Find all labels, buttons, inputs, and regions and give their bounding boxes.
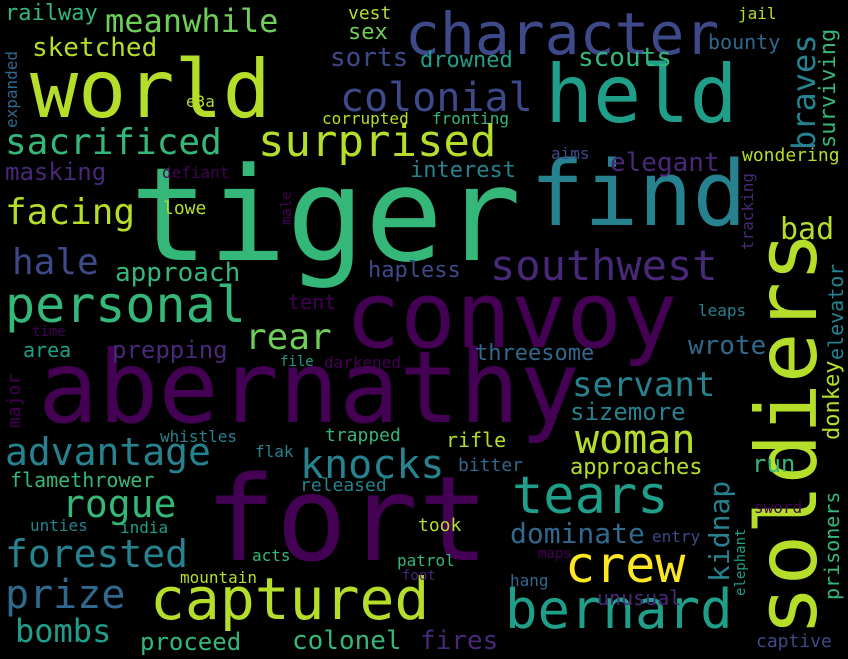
word-advantage: advantage — [5, 430, 211, 474]
word-hang: hang — [510, 571, 549, 590]
word-sword: sword — [754, 498, 803, 517]
word-abernathy: abernathy — [38, 329, 580, 446]
word-e3a: e3a — [186, 92, 215, 111]
word-threesome: threesome — [475, 341, 595, 366]
word-aims: aims — [551, 144, 590, 163]
word-patrol: patrol — [397, 551, 455, 570]
word-fronting: fronting — [432, 109, 510, 128]
word-rear: rear — [245, 317, 332, 358]
word-flak: flak — [255, 442, 294, 461]
word-darkened: darkened — [324, 353, 402, 372]
word-knocks: knocks — [300, 442, 445, 488]
word-bounty: bounty — [708, 30, 781, 54]
word-tears: tears — [512, 466, 669, 526]
word-sorts: sorts — [330, 43, 409, 73]
word-scouts: scouts — [578, 43, 672, 73]
word-fires: fires — [420, 626, 499, 656]
word-corrupted: corrupted — [322, 109, 409, 128]
word-area: area — [23, 338, 72, 362]
word-sex: sex — [348, 20, 388, 45]
word-wondering: wondering — [742, 145, 840, 166]
word-captured: captured — [150, 565, 430, 633]
word-male: male — [279, 191, 295, 225]
word-wrote: wrote — [688, 331, 767, 361]
word-maps: maps — [538, 546, 572, 562]
word-whistles: whistles — [160, 427, 238, 446]
word-captive: captive — [756, 631, 832, 652]
word-meanwhile: meanwhile — [105, 2, 279, 40]
word-masking: masking — [5, 158, 107, 186]
word-tiger: tiger — [130, 139, 522, 291]
word-sacrificed: sacrificed — [5, 122, 222, 163]
word-railway: railway — [5, 1, 98, 26]
word-proceed: proceed — [140, 628, 242, 656]
word-trapped: trapped — [325, 425, 401, 446]
word-unusual: unusual — [597, 586, 682, 610]
word-woman: woman — [575, 417, 696, 463]
word-sketched: sketched — [32, 33, 158, 63]
word-foot: foot — [402, 568, 436, 584]
word-convoy: convoy — [345, 262, 678, 369]
word-donkey: donkey — [820, 360, 845, 440]
word-bitter: bitter — [458, 455, 524, 476]
word-lowe: lowe — [163, 198, 207, 219]
word-released: released — [300, 475, 387, 496]
word-bombs: bombs — [15, 612, 112, 650]
word-defiant: defiant — [162, 163, 230, 182]
word-rogue: rogue — [62, 482, 177, 526]
word-jail: jail — [738, 4, 777, 23]
word-prize: prize — [5, 572, 126, 618]
word-prisoners: prisoners — [820, 491, 844, 600]
word-tent: tent — [288, 290, 337, 314]
word-tracking: tracking — [738, 172, 757, 250]
word-rifle: rifle — [446, 428, 507, 452]
word-approaches: approaches — [570, 455, 703, 480]
word-india: india — [120, 518, 169, 537]
word-find: find — [530, 142, 747, 247]
word-elevator: elevator — [824, 263, 848, 360]
word-sizemore: sizemore — [570, 398, 686, 426]
word-crew: crew — [565, 536, 686, 594]
word-file: file — [280, 354, 314, 370]
word-hale: hale — [12, 242, 99, 283]
word-hapless: hapless — [368, 258, 461, 283]
word-leaps: leaps — [698, 301, 747, 320]
word-flamethrower: flamethrower — [10, 468, 155, 492]
word-prepping: prepping — [112, 336, 228, 364]
word-servant: servant — [572, 365, 716, 405]
word-elegant: elegant — [610, 148, 720, 178]
word-drowned: drowned — [420, 48, 513, 73]
word-colonial: colonial — [340, 75, 533, 121]
word-soldiers: soldiers — [738, 231, 836, 636]
word-bernard: bernard — [505, 578, 733, 641]
word-colonel: colonel — [292, 626, 402, 656]
word-expanded: expanded — [2, 50, 21, 128]
word-vest: vest — [348, 3, 392, 24]
word-southwest: southwest — [490, 241, 718, 290]
word-run: run — [752, 450, 796, 478]
word-took: took — [418, 515, 462, 536]
word-interest: interest — [410, 158, 516, 183]
word-entry: entry — [652, 527, 701, 546]
word-approach: approach — [115, 258, 241, 288]
word-world: world — [30, 43, 271, 136]
word-forested: forested — [5, 532, 189, 576]
word-major: major — [4, 373, 25, 428]
word-mountain: mountain — [180, 568, 258, 587]
word-held: held — [545, 48, 738, 141]
word-dominate: dominate — [510, 517, 645, 550]
word-fort: fort — [205, 450, 490, 588]
word-surviving: surviving — [816, 28, 841, 148]
word-time: time — [32, 324, 66, 340]
word-bad: bad — [780, 212, 835, 247]
word-character: character — [405, 0, 720, 68]
word-acts: acts — [252, 546, 291, 565]
word-personal: personal — [5, 276, 246, 334]
word-surprised: surprised — [258, 116, 497, 167]
word-kidnap: kidnap — [703, 480, 736, 582]
word-facing: facing — [5, 192, 136, 233]
word-elephant: elephant — [733, 528, 749, 596]
word-unties: unties — [30, 516, 88, 535]
